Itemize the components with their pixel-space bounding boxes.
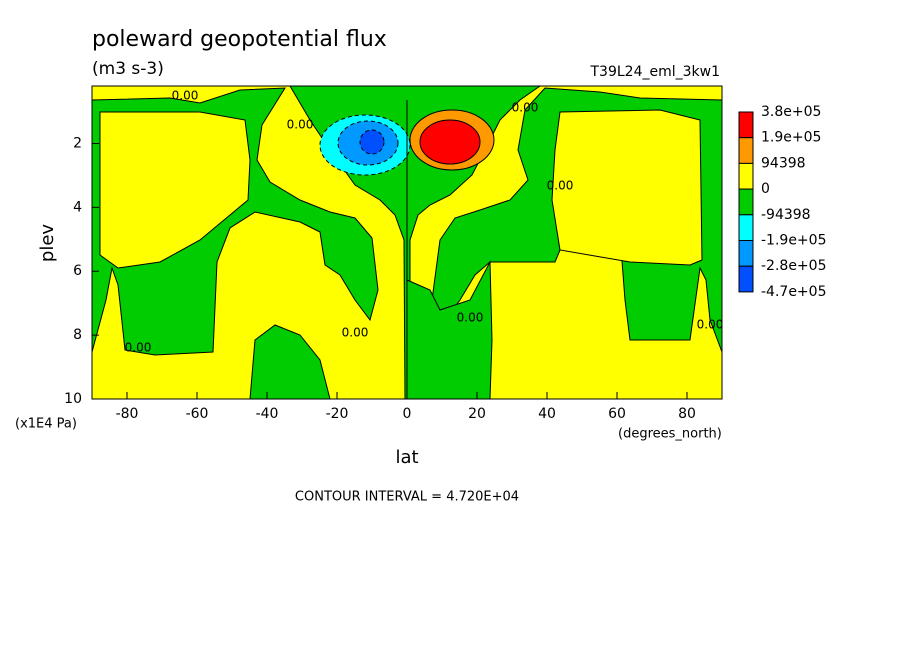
y-tick-label: 4 xyxy=(73,199,82,215)
x-tick-label: 40 xyxy=(538,406,556,422)
colorbar-box xyxy=(738,162,754,190)
contour-fill xyxy=(419,119,481,165)
colorbar-label: 3.8e+05 xyxy=(761,104,821,120)
colorbar-label: -4.7e+05 xyxy=(761,284,826,300)
colorbar-box xyxy=(738,214,754,242)
contour-label: 0.00 xyxy=(125,341,152,355)
colorbar-label: 0 xyxy=(761,181,770,197)
contour-label: 0.00 xyxy=(697,318,724,332)
colorbar-box xyxy=(738,188,754,216)
y-tick-label: 8 xyxy=(73,327,82,343)
chart-subtitle: (m3 s-3) xyxy=(92,59,164,79)
contour-fill xyxy=(99,111,251,269)
contour-label: 0.00 xyxy=(342,326,369,340)
x-tick-label: 60 xyxy=(608,406,626,422)
contour-label: 0.00 xyxy=(287,118,314,132)
y-tick-label: 10 xyxy=(64,391,82,407)
contour-label: 0.00 xyxy=(547,179,574,193)
contour-label: 0.00 xyxy=(512,101,539,115)
x-tick-label: -60 xyxy=(186,406,209,422)
colorbar-label: -2.8e+05 xyxy=(761,258,826,274)
footer: CONTOUR INTERVAL = 4.720E+04 xyxy=(295,490,519,505)
x-units: (degrees_north) xyxy=(618,427,722,442)
contour-field: 0.00 0.00 0.00 0.00 0.00 0.00 0.00 0.00 xyxy=(92,86,724,399)
x-tick-label: -20 xyxy=(326,406,349,422)
y-tick-label: 6 xyxy=(73,263,82,279)
x-tick-label: 0 xyxy=(403,406,412,422)
x-tick-label: 20 xyxy=(468,406,486,422)
colorbar-box xyxy=(738,265,754,293)
colorbar-box xyxy=(738,240,754,267)
colorbar-label: 94398 xyxy=(761,155,806,171)
y-units: (x1E4 Pa) xyxy=(15,417,77,432)
x-tick-label: -80 xyxy=(116,406,139,422)
contour-fill xyxy=(249,324,331,399)
x-axis-label: lat xyxy=(395,447,418,468)
colorbar-label: 1.9e+05 xyxy=(761,130,821,146)
x-tick-label: -40 xyxy=(256,406,279,422)
run-label: T39L24_eml_3kw1 xyxy=(590,64,721,80)
y-tick-label: 2 xyxy=(73,135,82,151)
contour-fill xyxy=(406,260,493,399)
contour-fill xyxy=(551,109,703,266)
contour-label: 0.00 xyxy=(457,311,484,325)
chart-title: poleward geopotential flux xyxy=(92,27,387,52)
colorbar-label: -94398 xyxy=(761,207,811,223)
colorbar-label: -1.9e+05 xyxy=(761,233,826,249)
contour-label: 0.00 xyxy=(172,89,199,103)
colorbar-box xyxy=(738,137,754,164)
x-tick-label: 80 xyxy=(678,406,696,422)
contour-fill xyxy=(359,129,385,155)
y-axis-label: plev xyxy=(37,224,58,263)
colorbar-box xyxy=(738,111,754,139)
